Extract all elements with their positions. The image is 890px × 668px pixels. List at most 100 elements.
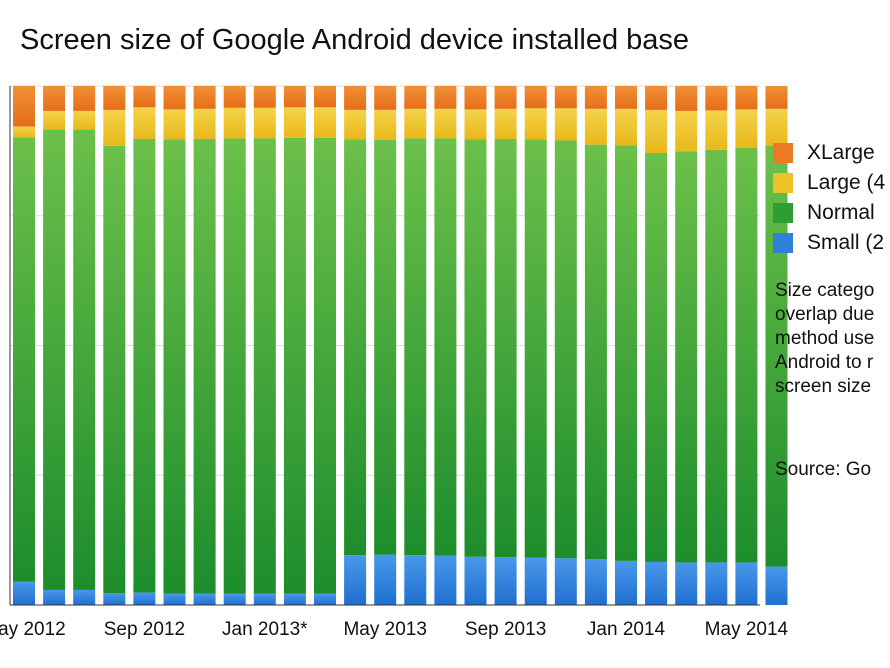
- bar-segment-xlarge: [344, 86, 367, 110]
- bar-group: [163, 86, 186, 605]
- bar-segment-small-2: [765, 566, 788, 605]
- bar-segment-normal: [554, 140, 577, 559]
- bar-segment-normal: [494, 138, 517, 558]
- bar-segment-normal: [283, 137, 306, 594]
- bar-segment-xlarge: [404, 86, 427, 109]
- bar-segment-xlarge: [103, 86, 126, 110]
- bar-group: [615, 86, 637, 605]
- bar-group: [675, 86, 698, 605]
- bar-group: [705, 86, 728, 605]
- x-tick-label: May 2014: [705, 619, 789, 640]
- bar-group: [13, 86, 35, 605]
- bar-segment-small-2: [615, 560, 637, 605]
- bar-segment-normal: [13, 137, 35, 582]
- legend-label-large: Large (4: [807, 171, 886, 194]
- bar-segment-small-2: [13, 581, 35, 605]
- bar-segment-large-4: [464, 109, 487, 140]
- legend-label-normal: Normal: [807, 201, 875, 224]
- bar-group: [283, 86, 306, 605]
- x-tick-label: Jan 2014: [587, 619, 666, 640]
- bar-segment-normal: [675, 151, 698, 563]
- bar-segment-xlarge: [73, 86, 96, 111]
- axes: [9, 86, 760, 606]
- bar-segment-normal: [73, 129, 96, 590]
- bar-segment-xlarge: [314, 86, 336, 108]
- bar-segment-xlarge: [494, 86, 517, 109]
- bar-segment-small-2: [253, 593, 276, 605]
- bar-segment-xlarge: [765, 86, 788, 109]
- bar-segment-normal: [43, 129, 66, 590]
- bar-segment-large-4: [73, 110, 96, 130]
- x-tick-labels: May 2012 Sep 2012 Jan 2013* May 2013 Sep 201…: [0, 619, 789, 640]
- bar-segment-large-4: [13, 126, 35, 138]
- legend-swatch-small: [773, 233, 793, 253]
- bar-segment-small-2: [283, 593, 306, 605]
- bar-segment-normal: [404, 138, 427, 556]
- bar-segment-xlarge: [554, 86, 577, 109]
- bar-segment-large-4: [283, 107, 306, 138]
- legend-item-small: Small (2: [773, 230, 884, 256]
- bar-segment-normal: [584, 144, 607, 560]
- x-tick-label: May 2012: [0, 619, 66, 640]
- bar-segment-large-4: [163, 109, 186, 140]
- bar-group: [223, 86, 246, 605]
- bar-segment-normal: [615, 145, 637, 561]
- bar-segment-normal: [434, 138, 457, 556]
- bars: [13, 86, 788, 605]
- bar-segment-normal: [645, 152, 668, 562]
- bar-segment-small-2: [223, 593, 246, 605]
- bar-segment-large-4: [735, 109, 758, 148]
- bar-segment-large-4: [645, 109, 668, 153]
- bar-segment-normal: [103, 145, 126, 594]
- bar-segment-xlarge: [163, 86, 186, 110]
- legend-item-large: Large (4: [773, 170, 885, 196]
- bar-segment-large-4: [314, 107, 336, 138]
- bar-segment-xlarge: [133, 86, 156, 108]
- bar-segment-small-2: [735, 562, 758, 605]
- bar-segment-normal: [705, 149, 728, 563]
- bar-segment-normal: [464, 139, 487, 557]
- bar-segment-large-4: [765, 108, 788, 146]
- bar-segment-normal: [524, 139, 547, 558]
- bar-segment-large-4: [193, 108, 216, 139]
- bar-segment-normal: [223, 138, 246, 594]
- bar-segment-normal: [735, 147, 758, 563]
- bar-segment-small-2: [374, 554, 397, 605]
- bar-segment-large-4: [524, 108, 547, 140]
- bar-segment-xlarge: [675, 86, 698, 111]
- bar-group: [434, 86, 457, 605]
- bar-segment-large-4: [253, 107, 276, 139]
- bar-group: [133, 86, 156, 605]
- legend-item-normal: Normal: [773, 200, 875, 226]
- size-category-note: Size catego overlap due method use Andro…: [775, 280, 875, 397]
- bar-segment-small-2: [554, 558, 577, 605]
- bar-segment-large-4: [434, 108, 457, 139]
- bar-segment-large-4: [554, 108, 577, 141]
- bar-segment-small-2: [314, 593, 336, 605]
- bar-group: [494, 86, 517, 605]
- bar-segment-normal: [314, 137, 336, 594]
- bar-segment-normal: [163, 139, 186, 594]
- bar-segment-small-2: [524, 557, 547, 605]
- bar-group: [344, 86, 367, 605]
- bar-segment-small-2: [464, 556, 487, 605]
- bar-segment-large-4: [374, 109, 397, 140]
- x-tick-label: Sep 2012: [104, 619, 185, 640]
- bar-segment-large-4: [223, 107, 246, 139]
- bar-segment-small-2: [494, 557, 517, 605]
- bar-segment-small-2: [344, 555, 367, 605]
- x-tick-label: May 2013: [343, 619, 426, 640]
- bar-group: [73, 86, 96, 605]
- bar-segment-xlarge: [584, 86, 607, 109]
- bar-segment-xlarge: [434, 86, 457, 109]
- bar-segment-small-2: [73, 589, 96, 605]
- bar-segment-large-4: [133, 107, 156, 139]
- bar-segment-xlarge: [645, 86, 668, 110]
- source-note: Source: Go: [775, 459, 872, 480]
- bar-segment-xlarge: [43, 86, 66, 111]
- bar-segment-xlarge: [524, 86, 547, 109]
- bar-group: [524, 86, 547, 605]
- bar-segment-xlarge: [374, 86, 397, 110]
- legend-item-xlarge: XLarge: [773, 140, 875, 166]
